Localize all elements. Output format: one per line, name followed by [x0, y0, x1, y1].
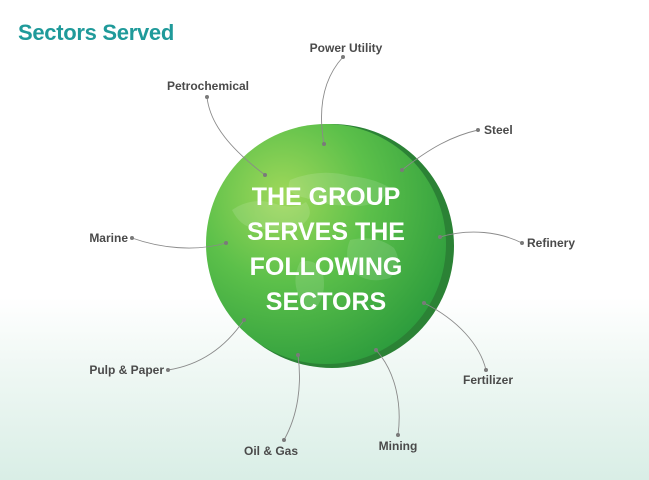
sector-refinery: Refinery	[527, 236, 575, 250]
sector-oil-gas: Oil & Gas	[244, 444, 298, 458]
dot-steel-inner	[400, 168, 404, 172]
connector-marine	[131, 237, 227, 249]
dot-oil-gas-inner	[296, 353, 300, 357]
dot-marine	[130, 236, 134, 240]
dot-pulp-paper	[166, 368, 170, 372]
center-circle	[206, 124, 446, 364]
connector-petrochemical	[206, 96, 266, 176]
connector-steel	[401, 129, 479, 171]
sector-fertilizer: Fertilizer	[463, 373, 513, 387]
dot-power-utility	[341, 55, 345, 59]
connector-pulp-paper	[167, 319, 245, 371]
sector-mining: Mining	[379, 439, 418, 453]
sector-petrochemical: Petrochemical	[167, 79, 249, 93]
center-line-2: SERVES THE	[247, 218, 405, 246]
dot-pulp-paper-inner	[242, 318, 246, 322]
connector-oil-gas	[283, 354, 300, 441]
dot-marine-inner	[224, 241, 228, 245]
dot-fertilizer	[484, 368, 488, 372]
center-line-1: THE GROUP	[252, 183, 401, 211]
dot-mining-inner	[374, 348, 378, 352]
center-line-3: FOLLOWING	[250, 253, 403, 281]
sector-steel: Steel	[484, 123, 513, 137]
center-line-4: SECTORS	[266, 288, 386, 316]
dot-oil-gas	[282, 438, 286, 442]
dot-refinery-inner	[438, 235, 442, 239]
dot-petrochemical-inner	[263, 173, 267, 177]
connector-dots	[130, 55, 524, 442]
sector-labels: Power Utility Petrochemical Steel Marine…	[89, 41, 575, 458]
dot-refinery	[520, 241, 524, 245]
page-title: Sectors Served	[18, 20, 174, 45]
dot-mining	[396, 433, 400, 437]
center-text: THE GROUP SERVES THE FOLLOWING SECTORS	[247, 183, 405, 316]
dot-petrochemical	[205, 95, 209, 99]
dot-power-utility-inner	[322, 142, 326, 146]
connectors	[131, 56, 523, 441]
connector-power-utility	[321, 56, 344, 145]
sector-power-utility: Power Utility	[310, 41, 383, 55]
connector-refinery	[439, 231, 523, 244]
sector-marine: Marine	[89, 231, 128, 245]
dot-fertilizer-inner	[422, 301, 426, 305]
connector-mining	[375, 349, 400, 436]
connector-fertilizer	[423, 302, 487, 371]
world-map-watermark	[232, 172, 399, 309]
dot-steel	[476, 128, 480, 132]
sector-pulp-paper: Pulp & Paper	[89, 363, 164, 377]
